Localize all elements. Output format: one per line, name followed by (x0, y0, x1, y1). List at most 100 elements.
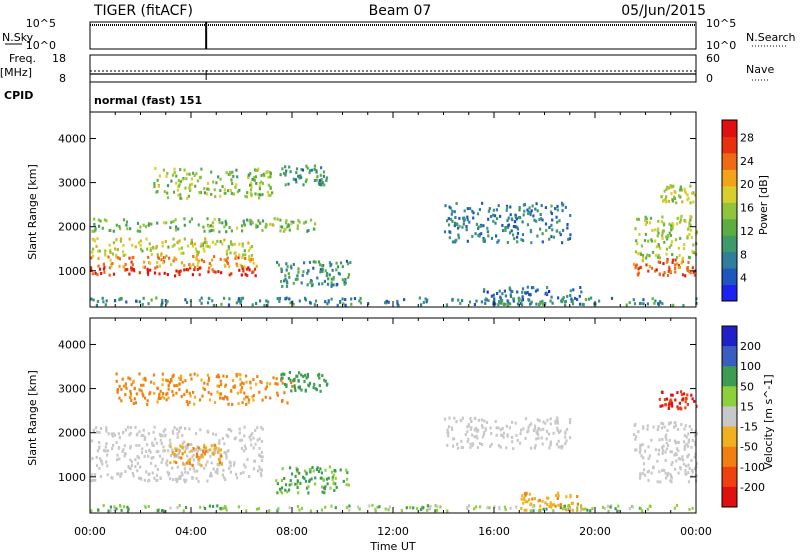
echo-cell (637, 217, 640, 221)
echo-cell (318, 384, 321, 388)
echo-cell (675, 503, 679, 507)
echo-cell (662, 199, 665, 203)
echo-cell (675, 459, 678, 463)
echo-cell (241, 256, 244, 260)
echo-cell (188, 400, 191, 404)
echo-cell (544, 421, 547, 425)
echo-cell (635, 448, 638, 452)
echo-cell (284, 297, 287, 301)
echo-cell (113, 508, 116, 512)
echo-cell (684, 191, 687, 195)
echo-cell (451, 298, 454, 302)
echo-cell (156, 190, 159, 193)
echo-cell (122, 431, 125, 435)
echo-cell (313, 167, 316, 171)
echo-cell (290, 472, 294, 476)
echo-cell (296, 227, 299, 231)
echo-cell (388, 505, 391, 509)
echo-cell (242, 449, 246, 453)
x-axis-label: Time UT (369, 540, 415, 553)
echo-cell (328, 273, 331, 277)
echo-cell (227, 303, 231, 307)
echo-cell (144, 396, 147, 400)
echo-cell (344, 277, 347, 281)
echo-cell (258, 221, 261, 225)
echo-cell (658, 448, 661, 452)
echo-cell (210, 474, 213, 478)
echo-cell (130, 268, 133, 272)
echo-cell (181, 452, 184, 456)
beam-label: Beam 07 (369, 3, 432, 19)
echo-cell (169, 226, 172, 230)
echo-cell (284, 383, 287, 386)
echo-cell (280, 279, 283, 283)
echo-cell (674, 263, 677, 267)
echo-cell (685, 397, 688, 401)
echo-cell (135, 443, 138, 447)
echo-cell (210, 170, 213, 174)
echo-cell (642, 456, 645, 460)
echo-cell (268, 509, 271, 513)
echo-cell (539, 428, 542, 432)
echo-cell (586, 508, 589, 512)
echo-cell (193, 469, 196, 473)
echo-cell (225, 258, 228, 262)
echo-cell (294, 482, 297, 486)
echo-cell (397, 304, 400, 307)
echo-cell (479, 224, 482, 228)
echo-cell (403, 298, 406, 302)
echo-cell (203, 452, 206, 456)
echo-cell (171, 375, 174, 379)
echo-cell (652, 465, 655, 469)
echo-cell (686, 393, 689, 397)
cpid-label: CPID (4, 89, 33, 102)
echo-cell (538, 498, 541, 502)
echo-cell (178, 273, 181, 276)
echo-cell (170, 379, 173, 383)
echo-cell (118, 264, 121, 268)
echo-cell (485, 421, 489, 424)
echo-cell (664, 459, 667, 462)
echo-cell (197, 446, 200, 450)
echo-cell (646, 507, 649, 511)
echo-cell (694, 443, 697, 447)
echo-cell (346, 477, 349, 481)
echo-cell (259, 299, 262, 303)
echo-cell (346, 262, 350, 266)
echo-cell (296, 505, 299, 508)
echo-cell (676, 405, 679, 409)
echo-cell (515, 225, 519, 229)
echo-cell (460, 419, 463, 423)
y-tick-label: 2000 (58, 427, 86, 440)
echo-cell (654, 299, 657, 303)
echo-cell (320, 264, 323, 268)
echo-cell (348, 504, 351, 508)
echo-cell (288, 466, 292, 470)
echo-cell (328, 261, 331, 265)
colorbar-tick-label: 4 (740, 272, 747, 285)
y-tick-label: 2000 (58, 221, 86, 234)
echo-cell (184, 186, 187, 190)
echo-cell (229, 470, 232, 474)
echo-cell (252, 436, 255, 440)
colorbar-swatch (722, 152, 737, 170)
echo-cell (256, 438, 259, 442)
echo-cell (234, 185, 237, 189)
echo-cell (448, 236, 451, 240)
echo-cell (371, 503, 374, 507)
echo-cell (343, 280, 346, 284)
echo-cell (288, 275, 291, 279)
echo-cell (569, 418, 572, 421)
echo-cell (223, 238, 226, 242)
echo-cell (207, 187, 210, 191)
echo-cell (104, 303, 107, 307)
echo-cell (183, 393, 186, 397)
echo-cell (564, 442, 567, 446)
echo-cell (693, 399, 696, 403)
echo-cell (638, 476, 642, 480)
echo-cell (218, 230, 221, 234)
echo-cell (313, 227, 316, 231)
echo-cell (189, 394, 192, 398)
echo-cell (339, 261, 343, 265)
